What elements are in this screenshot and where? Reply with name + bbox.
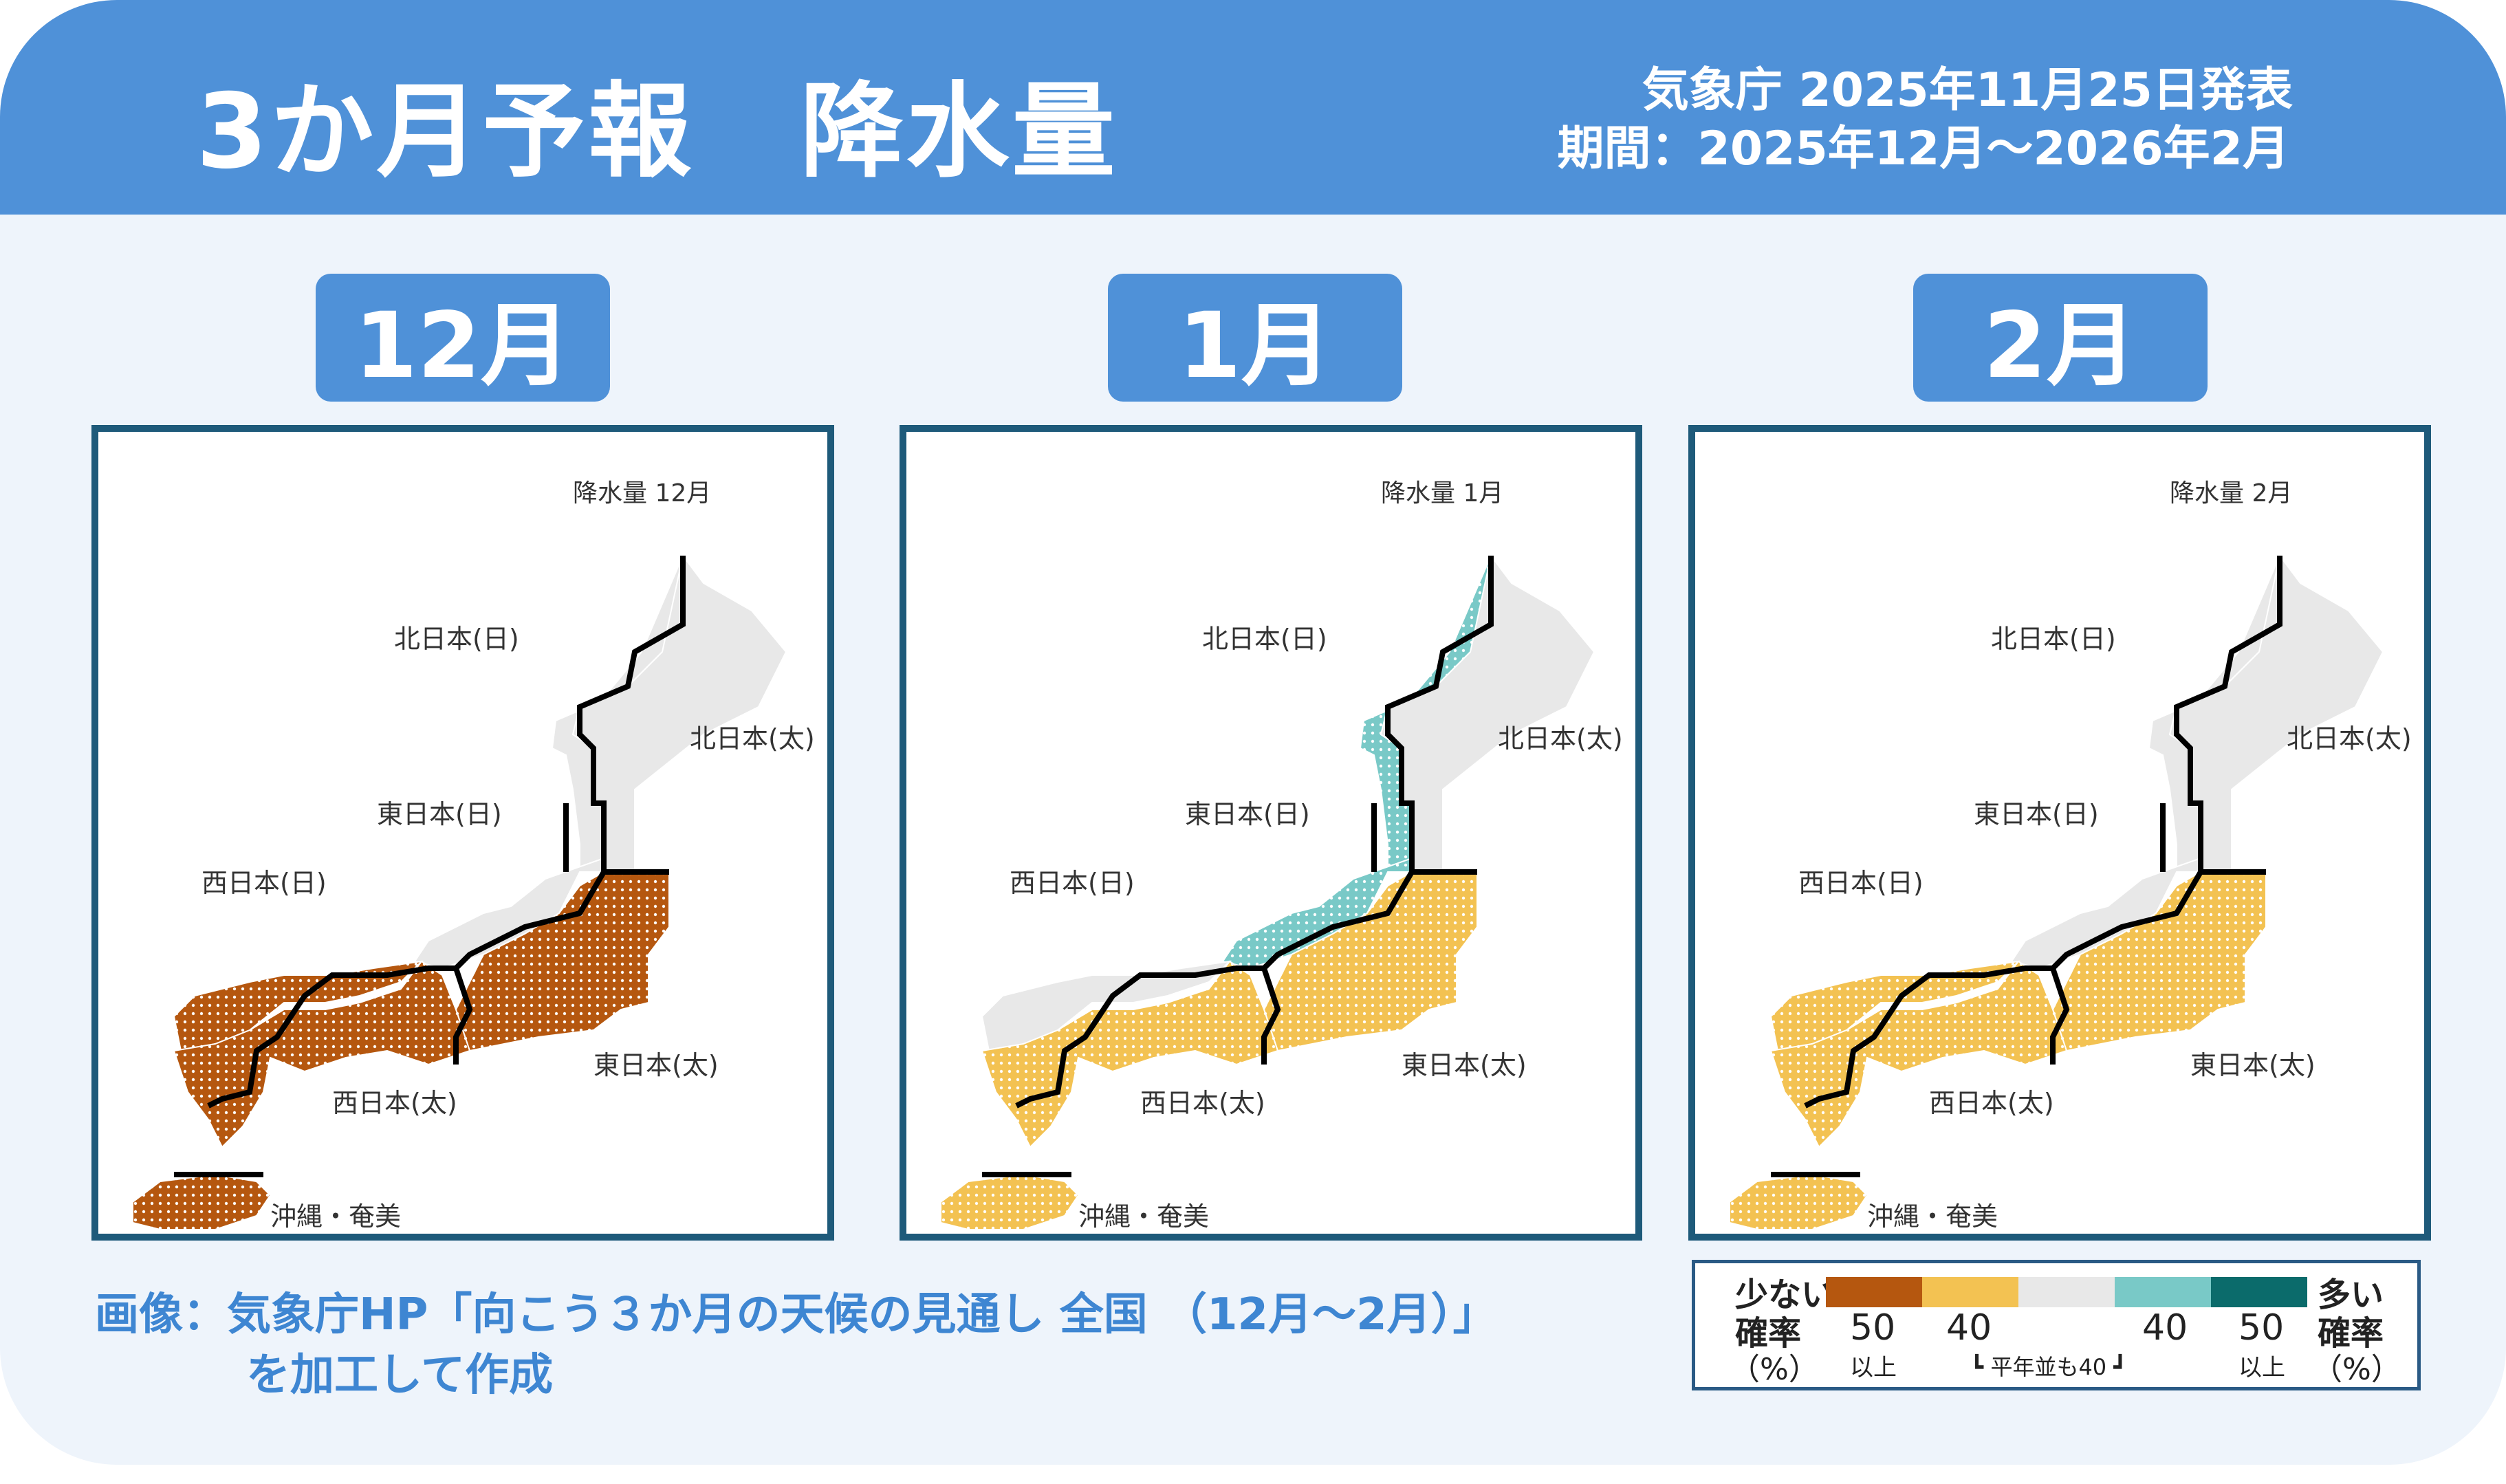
region-pattern-okinawa <box>941 1175 1078 1230</box>
month-tab-january: 1月 <box>1108 274 1402 402</box>
header-bar: 3か月予報 降水量 気象庁 2025年11月25日発表 期間：2025年12月～… <box>0 0 2506 215</box>
region-pattern-okinawa <box>133 1175 270 1230</box>
region-label-east-sea: 東日本(日) <box>377 799 502 829</box>
region-label-west-sea: 西日本(日) <box>201 868 327 898</box>
legend-swatch-less-40 <box>1922 1277 2018 1307</box>
probability-legend: 少ない 確率 （%） 50 以上 40 40 50 以上 ┗ 平年並も40 ┛ … <box>1692 1260 2421 1390</box>
region-boundary-line <box>1385 556 1494 872</box>
region-label-north-pacific: 北日本(太) <box>2287 723 2412 754</box>
region-pattern-okinawa <box>1730 1175 1867 1230</box>
region-pattern-west-sea <box>174 961 422 1051</box>
region-pattern-west-sea <box>1771 961 2018 1051</box>
region-label-east-pacific: 東日本(太) <box>593 1050 719 1080</box>
region-label-east-sea: 東日本(日) <box>1185 799 1310 829</box>
legend-swatch-more-50 <box>2211 1277 2307 1307</box>
region-label-north-sea: 北日本(日) <box>1991 624 2116 654</box>
legend-more-50-above: 以上 <box>2238 1354 2285 1382</box>
legend-normal-note-text: 平年並も40 <box>1990 1354 2107 1380</box>
legend-swatch-more-40 <box>2115 1277 2211 1307</box>
region-pattern-west-pacific <box>982 961 1278 1147</box>
region-label-west-sea: 西日本(日) <box>1010 868 1135 898</box>
map-february: 降水量 2月北日本(日) 北日本(太) 東日本(日) 東日本(太) 西日本(日) 西日本(… <box>1688 425 2431 1241</box>
map-canvas <box>1729 554 2384 1230</box>
legend-more-40-value: 40 <box>2142 1307 2188 1349</box>
region-pattern-east-pacific <box>456 872 669 1051</box>
region-label-west-pacific: 西日本(太) <box>332 1088 457 1118</box>
region-pattern-west-pacific <box>1771 961 2067 1147</box>
region-pattern-east-sea <box>1223 858 1412 968</box>
map-canvas <box>132 554 787 1230</box>
region-label-okinawa: 沖縄・奄美 <box>1078 1201 1210 1232</box>
legend-prob-right: 確率 <box>2318 1314 2384 1353</box>
legend-swatch-normal <box>2018 1277 2115 1307</box>
legend-less-40-value: 40 <box>1946 1307 1992 1349</box>
legend-normal-note: ┗ 平年並も40 ┛ <box>1970 1354 2127 1380</box>
region-label-north-sea: 北日本(日) <box>394 624 519 654</box>
region-label-west-pacific: 西日本(太) <box>1929 1088 2054 1118</box>
map-december: 降水量 12月北日本(日) 北日本(太) 東日本(日) 東日本(太) 西日本(日) 西日本… <box>91 425 834 1241</box>
region-label-east-sea: 東日本(日) <box>1974 799 2099 829</box>
region-boundary-line <box>2174 556 2282 872</box>
region-label-west-sea: 西日本(日) <box>1798 868 1924 898</box>
map-january: 降水量 1月北日本(日) 北日本(太) 東日本(日) 東日本(太) 西日本(日) 西日本(… <box>900 425 1642 1241</box>
map-heading: 降水量 12月 <box>573 479 712 508</box>
image-credit: 画像：気象庁HP「向こう３か月の天候の見通し 全国 （12月～2月）」 を加工し… <box>95 1285 1497 1406</box>
region-label-east-pacific: 東日本(太) <box>1402 1050 1527 1080</box>
region-boundary-line <box>207 870 607 1109</box>
region-label-north-pacific: 北日本(太) <box>690 723 815 754</box>
credit-line-1: 画像：気象庁HP「向こう３か月の天候の見通し 全国 （12月～2月）」 <box>95 1289 1497 1340</box>
region-boundary-line <box>1015 870 1415 1109</box>
region-boundary-line <box>577 556 686 872</box>
legend-pct-left: （%） <box>1730 1352 1819 1387</box>
map-heading: 降水量 1月 <box>1381 479 1504 508</box>
legend-more-label: 多い <box>2318 1276 2384 1314</box>
legend-swatch-less-50 <box>1826 1277 1922 1307</box>
issuer-text: 気象庁 2025年11月25日発表 <box>1642 63 2293 118</box>
region-west-sea <box>981 960 1232 1052</box>
region-boundary-line <box>2050 967 2070 1065</box>
legend-prob-left: 確率 <box>1735 1314 1802 1353</box>
region-pattern-north-sea <box>1360 556 1491 872</box>
region-label-north-pacific: 北日本(太) <box>1498 723 1623 754</box>
region-boundary-line <box>1261 967 1281 1065</box>
region-pattern-east-pacific <box>2053 872 2266 1051</box>
region-label-west-pacific: 西日本(太) <box>1140 1088 1265 1118</box>
region-label-okinawa: 沖縄・奄美 <box>1867 1201 1998 1232</box>
region-label-east-pacific: 東日本(太) <box>2190 1050 2316 1080</box>
period-text: 期間：2025年12月～2026年2月 <box>1557 122 2289 176</box>
region-label-north-sea: 北日本(日) <box>1202 624 1327 654</box>
region-pattern-east-pacific <box>1264 872 1477 1051</box>
page-title: 3か月予報 降水量 <box>196 72 1118 192</box>
region-pattern-west-pacific <box>174 961 470 1147</box>
legend-more-50-value: 50 <box>2238 1307 2285 1349</box>
legend-less-50-value: 50 <box>1850 1307 1896 1349</box>
region-label-okinawa: 沖縄・奄美 <box>270 1201 402 1232</box>
region-boundary-line <box>1804 870 2203 1109</box>
month-tab-december: 12月 <box>316 274 610 402</box>
legend-less-50-above: 以上 <box>1850 1354 1897 1382</box>
legend-less-label: 少ない <box>1735 1276 1835 1314</box>
map-canvas <box>940 554 1595 1230</box>
legend-pct-right: （%） <box>2312 1352 2401 1387</box>
credit-line-2: を加工して作成 <box>246 1350 554 1401</box>
region-boundary-line <box>453 967 473 1065</box>
month-tab-february: 2月 <box>1913 274 2208 402</box>
map-heading: 降水量 2月 <box>2170 479 2293 508</box>
